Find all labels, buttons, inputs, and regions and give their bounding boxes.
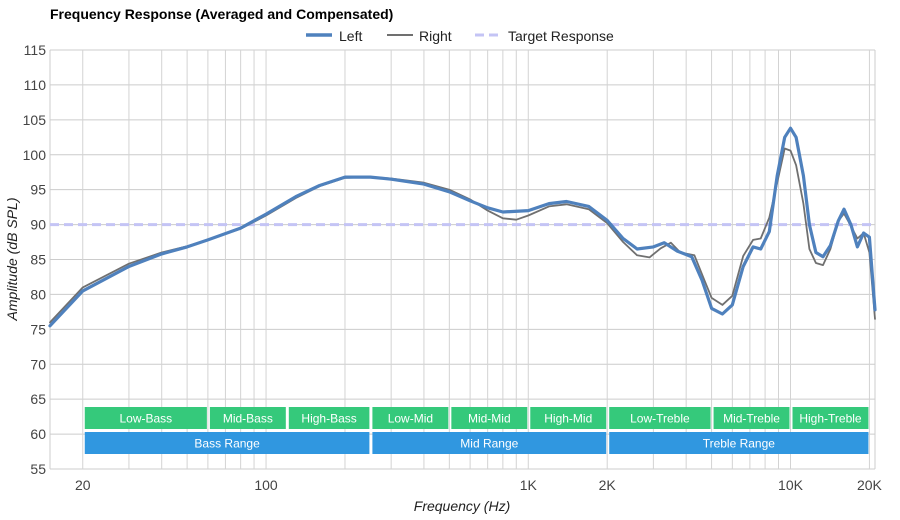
y-axis-label: Amplitude (dB SPL) <box>4 198 20 322</box>
x-tick-label: 100 <box>254 477 278 493</box>
y-tick-label: 110 <box>24 77 47 93</box>
y-tick-label: 95 <box>30 182 46 198</box>
y-tick-label: 100 <box>23 147 47 163</box>
band-mid-range <box>372 432 607 454</box>
band-label: Low-Treble <box>630 412 690 426</box>
legend-label-right: Right <box>419 28 452 44</box>
x-axis-label: Frequency (Hz) <box>414 498 510 514</box>
legend-label-target: Target Response <box>508 28 614 44</box>
y-tick-label: 75 <box>30 321 46 337</box>
band-mid-treble <box>713 407 790 429</box>
band-label: Treble Range <box>703 437 776 451</box>
chart-title: Frequency Response (Averaged and Compens… <box>50 6 393 22</box>
band-label: Bass Range <box>194 437 260 451</box>
band-label: Low-Mid <box>388 412 433 426</box>
band-label: High-Treble <box>799 412 862 426</box>
band-high-bass <box>288 407 370 429</box>
x-tick-label: 20 <box>75 477 91 493</box>
x-tick-label: 10K <box>778 477 804 493</box>
y-tick-label: 70 <box>30 356 46 372</box>
y-tick-label: 80 <box>30 286 46 302</box>
y-tick-label: 105 <box>23 112 47 128</box>
band-low-mid <box>372 407 449 429</box>
y-tick-label: 65 <box>30 391 46 407</box>
band-label: High-Bass <box>301 412 356 426</box>
y-tick-label: 55 <box>30 461 46 477</box>
x-tick-label: 1K <box>520 477 538 493</box>
y-tick-label: 90 <box>30 217 46 233</box>
band-mid-mid <box>451 407 528 429</box>
series-lines <box>48 126 877 328</box>
band-high-mid <box>530 407 607 429</box>
grid <box>49 49 876 470</box>
x-tick-label: 2K <box>599 477 617 493</box>
band-mid-bass <box>209 407 286 429</box>
legend: Left Right Target Response <box>306 28 614 44</box>
x-tick-label: 20K <box>857 477 883 493</box>
band-low-bass <box>84 407 207 429</box>
y-axis-ticks: 55 60 65 70 75 80 85 90 95 100 105 110 115 <box>23 42 47 477</box>
band-low-treble <box>609 407 711 429</box>
y-tick-label: 60 <box>30 426 46 442</box>
band-label: Mid-Mid <box>468 412 511 426</box>
band-label: Mid-Bass <box>223 412 273 426</box>
band-treble-range <box>609 432 869 454</box>
band-bass-range <box>84 432 370 454</box>
y-tick-label: 85 <box>30 252 46 268</box>
legend-label-left: Left <box>339 28 362 44</box>
series-line-right <box>49 147 876 324</box>
band-label: Mid Range <box>460 437 518 451</box>
band-label: High-Mid <box>544 412 592 426</box>
x-axis-ticks: 20 100 1K 2K 10K 20K <box>75 477 883 493</box>
frequency-bands: Low-Bass Mid-Bass High-Bass Low-Mid Mid-Mid H… <box>84 407 869 454</box>
band-label: Mid-Treble <box>723 412 780 426</box>
series-line-left <box>48 126 877 328</box>
band-label: Low-Bass <box>119 412 172 426</box>
band-high-treble <box>792 407 869 429</box>
y-tick-label: 115 <box>24 42 47 58</box>
